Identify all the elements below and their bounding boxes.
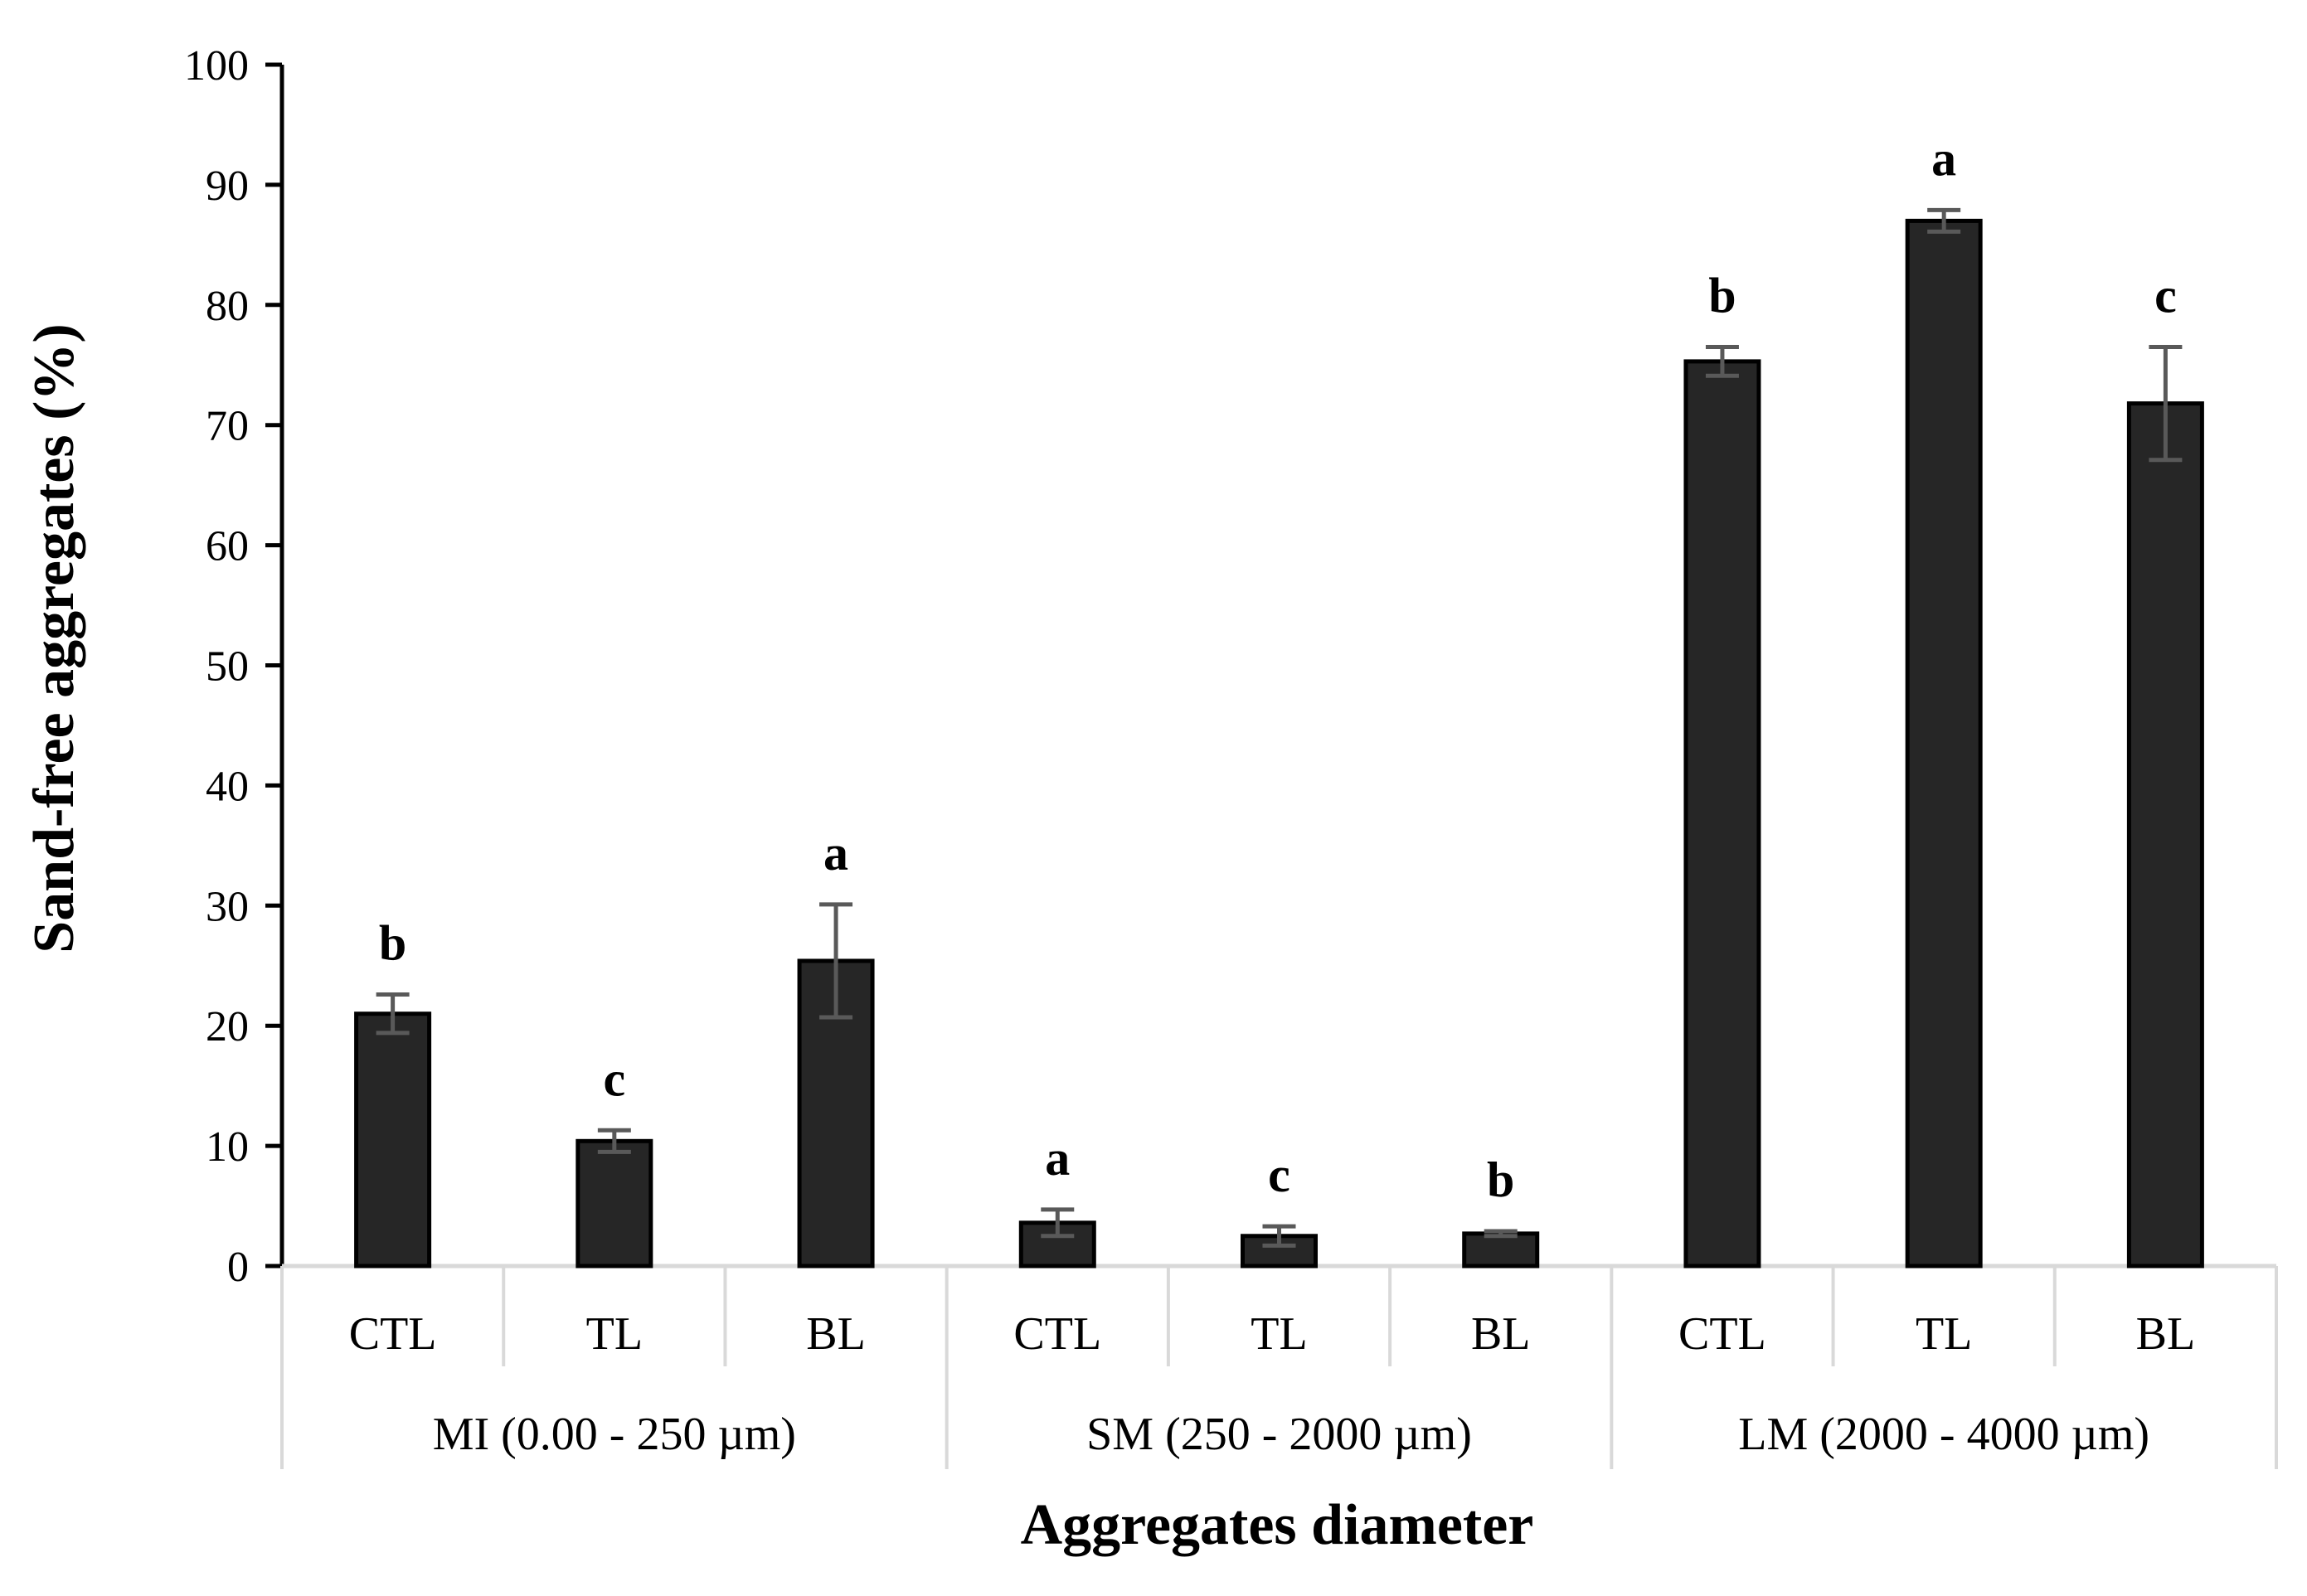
category-label: BL	[806, 1308, 866, 1360]
significance-letter: b	[1487, 1152, 1514, 1207]
y-tick-label: 20	[206, 1003, 249, 1050]
bar	[2126, 401, 2204, 1269]
y-axis-title: Sand-free aggregates (%)	[22, 323, 86, 953]
bar	[1905, 218, 1983, 1269]
bars	[354, 207, 2204, 1269]
y-tick-label: 0	[227, 1244, 249, 1291]
significance-letter: a	[1045, 1131, 1070, 1186]
y-axis: 0 10 20 30 40 50 60 70 80 90 100	[184, 42, 284, 1291]
category-label: CTL	[1678, 1308, 1766, 1360]
significance-letter: c	[1268, 1147, 1290, 1202]
significance-letter: b	[379, 916, 406, 971]
category-label: BL	[1471, 1308, 1531, 1360]
significance-letter: c	[2154, 269, 2177, 323]
category-label: TL	[586, 1308, 643, 1360]
significance-letter: a	[823, 826, 848, 880]
significance-letter: c	[604, 1051, 626, 1106]
y-tick-label: 60	[206, 523, 249, 570]
category-label: TL	[1916, 1308, 1972, 1360]
y-tick-label: 30	[206, 883, 249, 930]
category-label: CTL	[349, 1308, 437, 1360]
significance-letters: b c a a c b b a c	[379, 131, 2177, 1207]
y-tick-label: 40	[206, 763, 249, 810]
y-tick-label: 80	[206, 283, 249, 330]
bar	[1462, 1231, 1540, 1269]
y-tick-label: 90	[206, 163, 249, 210]
significance-letter: b	[1708, 269, 1736, 323]
significance-letter: a	[1931, 131, 1956, 186]
x-axis-title: Aggregates diameter	[1021, 1493, 1534, 1557]
category-label: TL	[1251, 1308, 1307, 1360]
y-tick-label: 70	[206, 403, 249, 450]
group-label: MI (0.00 - 250 µm)	[433, 1409, 796, 1460]
bar	[576, 1138, 653, 1269]
y-tick-label: 100	[184, 42, 249, 90]
group-label: SM (250 - 2000 µm)	[1086, 1409, 1472, 1460]
category-label: BL	[2136, 1308, 2196, 1360]
bar	[1683, 359, 1761, 1269]
y-tick-label: 50	[206, 643, 249, 691]
bar	[354, 1011, 432, 1269]
category-label: CTL	[1013, 1308, 1101, 1360]
y-tick-label: 10	[206, 1123, 249, 1171]
group-label: LM (2000 - 4000 µm)	[1738, 1409, 2149, 1460]
